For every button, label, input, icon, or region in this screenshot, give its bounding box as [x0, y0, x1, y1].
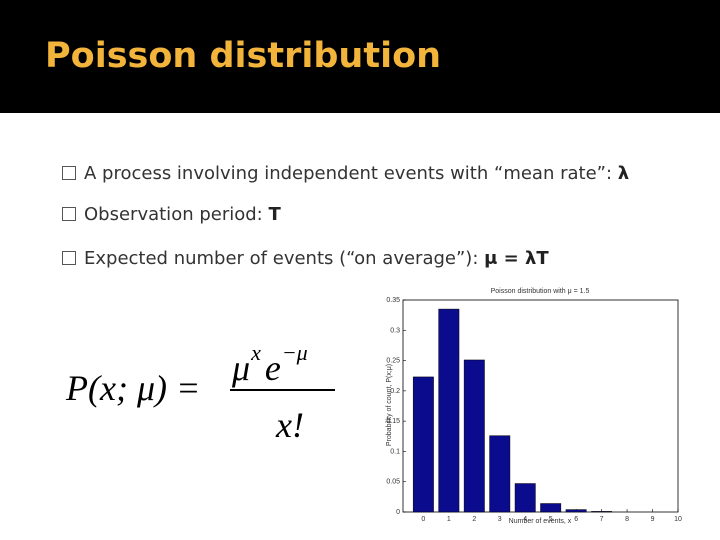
bar: [489, 435, 511, 513]
y-tick-label: 0.3: [390, 327, 400, 334]
x-tick-label: 4: [523, 516, 527, 523]
chart: Poisson distribution with μ = 1.5 Number…: [386, 288, 682, 525]
formula-base: e: [265, 348, 281, 388]
formula-sup: −μ: [282, 340, 308, 365]
slide-title: Poisson distribution: [45, 36, 442, 76]
x-tick-label: 1: [447, 516, 451, 523]
formula-denominator: x!: [275, 405, 304, 445]
y-tick-label: 0.2: [390, 388, 400, 395]
y-tick-label: 0.25: [386, 358, 400, 365]
x-tick-label: 9: [651, 516, 655, 523]
bullet-text: Expected number of events (“on average”)…: [84, 248, 485, 269]
header: Poisson distribution: [0, 0, 720, 113]
x-axis-label: Number of events, x: [509, 518, 572, 525]
formula-base: μ: [231, 348, 250, 388]
bar: [514, 483, 536, 513]
x-tick-label: 6: [574, 516, 578, 523]
x-tick-label: 0: [421, 516, 425, 523]
bar: [463, 359, 485, 513]
bullet-bold: μ = λT: [484, 248, 549, 269]
bar: [412, 376, 434, 513]
x-tick-label: 2: [472, 516, 476, 523]
formula: P(x; μ) = μ x e −μ x!: [65, 340, 335, 445]
bar: [591, 511, 613, 513]
bullet-text: Observation period:: [84, 204, 269, 225]
y-axis-label: Probability of count, P(x;μ): [386, 364, 393, 446]
y-tick-label: 0.1: [390, 448, 400, 455]
bar: [438, 308, 460, 513]
bullet-icon: [62, 166, 76, 180]
chart-title: Poisson distribution with μ = 1.5: [491, 288, 590, 295]
x-tick-label: 7: [600, 516, 604, 523]
x-tick-label: 8: [625, 516, 629, 523]
bullet-icon: [62, 251, 76, 265]
y-tick-label: 0.35: [386, 297, 400, 304]
y-tick-label: 0: [396, 509, 400, 516]
bullet-bold: T: [268, 204, 281, 225]
bullet: Observation period: T: [62, 204, 281, 225]
bullet: A process involving independent events w…: [62, 163, 629, 184]
bullet-text: A process involving independent events w…: [84, 163, 618, 184]
bar: [565, 509, 587, 513]
formula-sup: x: [250, 340, 261, 365]
bar: [540, 503, 562, 513]
bullet-icon: [62, 207, 76, 221]
bullet: Expected number of events (“on average”)…: [62, 248, 549, 269]
x-tick-label: 3: [498, 516, 502, 523]
bullet-bold: λ: [617, 163, 630, 184]
x-tick-label: 10: [674, 516, 682, 523]
y-tick-label: 0.05: [386, 479, 400, 486]
x-tick-label: 5: [549, 516, 553, 523]
formula-lhs: P(x; μ) =: [65, 368, 200, 408]
y-tick-label: 0.15: [386, 418, 400, 425]
